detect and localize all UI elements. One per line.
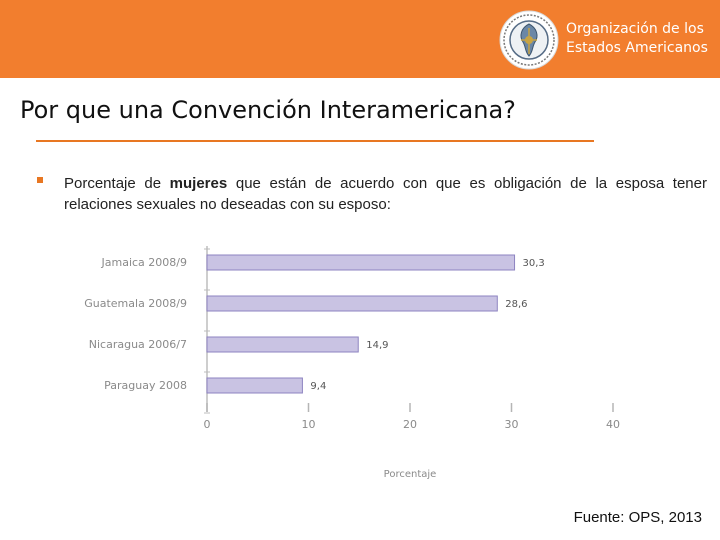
title-underline	[36, 140, 594, 142]
category-label: Paraguay 2008	[104, 379, 187, 392]
bullet-text: Porcentaje de mujeres que están de acuer…	[64, 173, 707, 215]
header-band: Organización de los Estados Americanos	[0, 0, 720, 78]
data-label: 30,3	[523, 258, 545, 269]
category-label: Jamaica 2008/9	[101, 256, 187, 269]
bullet-text-after: que están de acuerdo con que es obligaci…	[64, 175, 707, 213]
bar-chart: 0 10 20 30 40 Jamaica 2008/9 30,3 Guatemala 200…	[84, 246, 620, 480]
category-label: Nicaragua 2006/7	[89, 338, 187, 351]
bar	[206, 295, 498, 312]
x-tick-label: 10	[302, 418, 316, 431]
data-label: 28,6	[505, 299, 527, 310]
data-label: 14,9	[366, 340, 388, 351]
bar	[206, 377, 303, 394]
org-name: Organización de los Estados Americanos	[566, 20, 708, 58]
x-tick-label: 20	[403, 418, 417, 431]
x-tick-label: 40	[606, 418, 620, 431]
org-name-line2: Estados Americanos	[566, 40, 708, 56]
oas-seal-icon	[499, 10, 559, 70]
x-tick-label: 0	[204, 418, 211, 431]
bullet-text-bold: mujeres	[169, 175, 228, 192]
category-label: Guatemala 2008/9	[84, 297, 187, 310]
x-tick-label: 30	[505, 418, 519, 431]
bullet-marker-icon	[37, 177, 43, 183]
data-label: 9,4	[310, 381, 326, 392]
x-axis-title: Porcentaje	[384, 469, 437, 480]
bar	[206, 336, 359, 353]
bar	[206, 254, 516, 271]
bullet-text-before: Porcentaje de	[64, 175, 162, 192]
org-name-line1: Organización de los	[566, 21, 704, 37]
source-note: Fuente: OPS, 2013	[573, 509, 702, 526]
page-title: Por que una Convención Interamericana?	[20, 96, 516, 124]
